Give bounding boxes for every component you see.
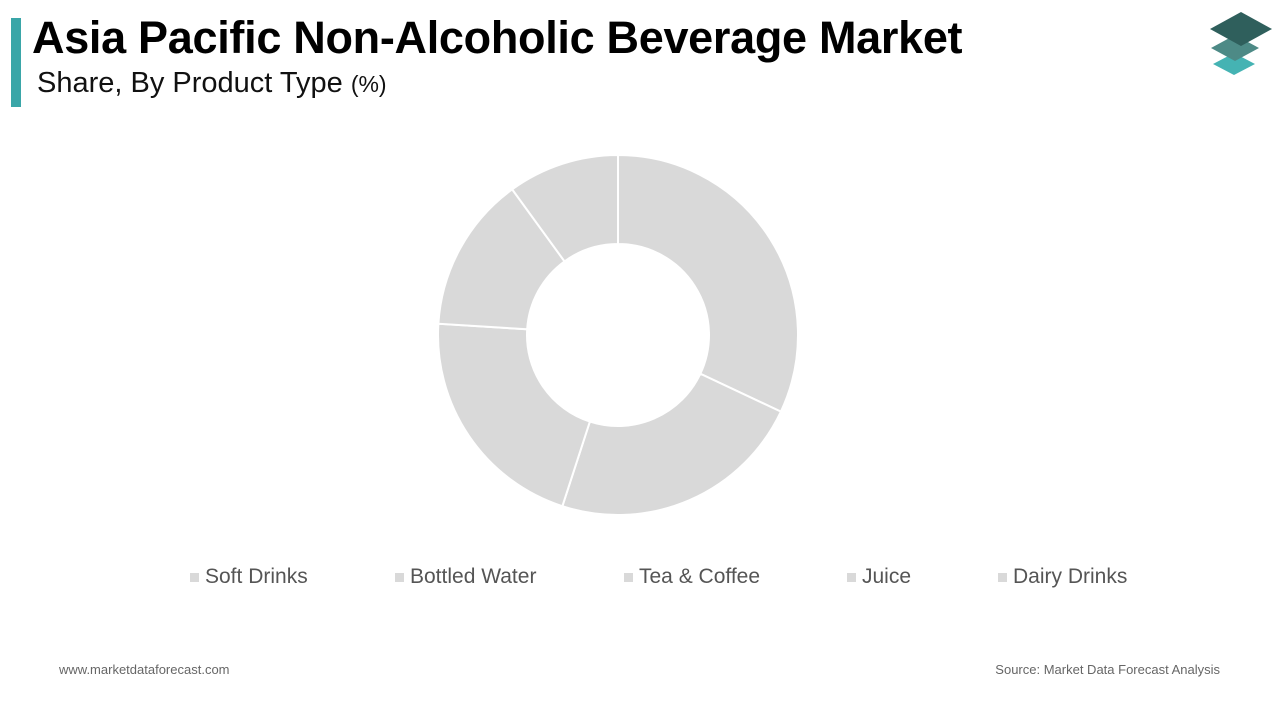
legend-item: Bottled Water bbox=[395, 563, 536, 591]
donut-slice-bottled-water bbox=[561, 372, 783, 516]
accent-bar bbox=[11, 18, 21, 107]
legend-label: Soft Drinks bbox=[205, 565, 308, 588]
page-title: Asia Pacific Non-Alcoholic Beverage Mark… bbox=[32, 12, 963, 63]
donut-slice-dairy-drinks bbox=[510, 153, 619, 263]
website-url: www.marketdataforecast.com bbox=[59, 662, 230, 677]
subtitle-unit: (%) bbox=[350, 71, 387, 97]
legend-item: Dairy Drinks bbox=[998, 563, 1127, 591]
legend-item: Juice bbox=[847, 563, 911, 591]
chart-legend: Soft Drinks Bottled Water Tea & Coffee Juic… bbox=[0, 563, 1280, 593]
source-note: Source: Market Data Forecast Analysis bbox=[995, 662, 1220, 677]
stacked-layers-icon bbox=[1210, 12, 1272, 75]
legend-swatch bbox=[395, 572, 404, 582]
legend-label: Dairy Drinks bbox=[1013, 565, 1128, 588]
legend-item: Soft Drinks bbox=[190, 563, 308, 591]
legend-swatch bbox=[624, 572, 633, 582]
donut-chart bbox=[437, 153, 799, 516]
legend-label: Juice bbox=[862, 565, 912, 588]
donut-slice-soft-drinks bbox=[617, 153, 799, 413]
legend-swatch bbox=[190, 572, 199, 582]
logo-layer-top bbox=[1210, 12, 1272, 46]
legend-label: Bottled Water bbox=[410, 565, 537, 588]
subtitle-text: Share, By Product Type bbox=[37, 67, 343, 99]
page-subtitle: Share, By Product Type (%) bbox=[37, 64, 387, 103]
legend-label: Tea & Coffee bbox=[639, 565, 761, 588]
donut-slice-tea-coffee bbox=[437, 322, 592, 508]
legend-swatch bbox=[998, 572, 1007, 582]
logo-layer-bottom bbox=[1213, 53, 1255, 75]
legend-swatch bbox=[847, 572, 856, 582]
legend-item: Tea & Coffee bbox=[624, 563, 760, 591]
